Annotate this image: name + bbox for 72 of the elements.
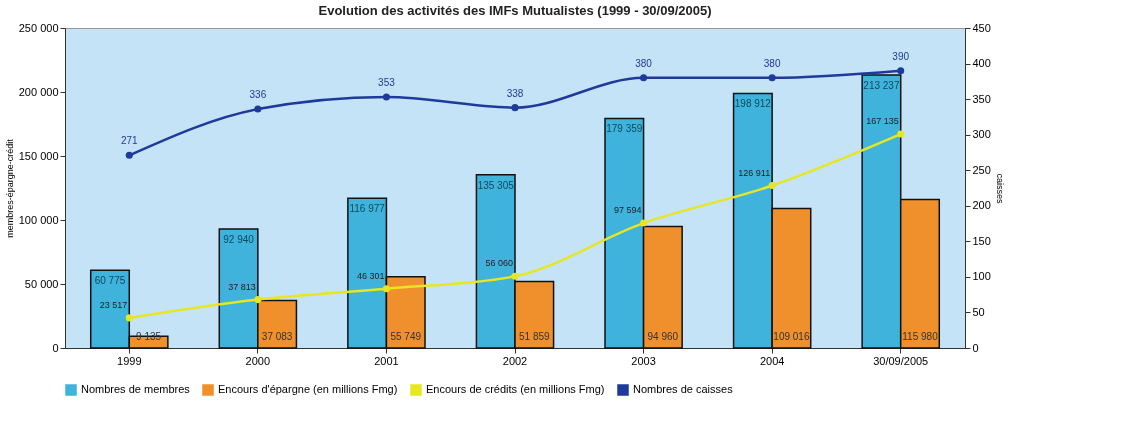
data-label: 60 775 <box>94 275 126 287</box>
y2-tick-label: 100 <box>972 270 991 283</box>
x-tick-label: 2003 <box>631 354 656 367</box>
data-label: 97 594 <box>614 205 642 216</box>
y2-tick-label: 150 <box>972 234 991 247</box>
y2-tick-label: 200 <box>972 199 991 212</box>
x-tick-label: 1999 <box>117 354 142 367</box>
data-label: 37 083 <box>261 331 293 342</box>
data-label: 198 912 <box>734 98 772 110</box>
chart-title: Evolution des activités des IMFs Mutualistes (1999 - 30/09/2005) <box>318 3 712 18</box>
data-label: 380 <box>763 57 781 69</box>
data-label: 51 859 <box>518 331 551 342</box>
y2-tick-label: 350 <box>972 92 991 105</box>
point <box>511 272 519 280</box>
y-tick-label: 150 000 <box>18 149 59 162</box>
y-tick-label: 200 000 <box>18 85 59 98</box>
point <box>382 93 390 101</box>
y2-tick-label: 250 <box>972 163 991 176</box>
point <box>254 105 262 113</box>
point <box>511 104 519 112</box>
data-label: 55 749 <box>390 331 422 342</box>
y-tick-label: 250 000 <box>18 21 59 34</box>
x-tick-label: 2001 <box>374 354 399 367</box>
legend-label: Nombres de membres <box>81 383 191 395</box>
x-tick-label: 2004 <box>759 354 785 367</box>
data-label: 353 <box>378 76 396 88</box>
y2-tick-label: 300 <box>972 128 991 141</box>
y-axis-title: membres-épargne-crédit <box>4 138 15 238</box>
data-label: 94 960 <box>647 331 679 342</box>
data-label: 56 060 <box>485 258 513 269</box>
x-tick-label: 30/09/2005 <box>873 354 929 367</box>
data-label: 37 813 <box>228 281 256 292</box>
data-label: 135 305 <box>477 179 515 191</box>
legend-label: Encours d'épargne (en millions Fmg) <box>218 383 398 395</box>
point <box>897 67 905 75</box>
point <box>125 314 133 322</box>
point <box>768 74 776 82</box>
point <box>897 130 905 138</box>
data-label: 336 <box>249 89 267 101</box>
y2-axis-title: caisses <box>994 173 1005 204</box>
point <box>382 285 390 293</box>
data-label: 380 <box>635 57 653 69</box>
y-tick-label: 100 000 <box>18 213 59 226</box>
point <box>768 182 776 190</box>
x-tick-label: 2000 <box>245 354 271 367</box>
data-label: 213 237 <box>863 80 900 92</box>
legend-label: Encours de crédits (en millions Fmg) <box>426 383 605 395</box>
legend-label: Nombres de caisses <box>633 383 734 395</box>
data-label: 46 301 <box>356 270 385 281</box>
y2-tick-label: 450 <box>972 21 991 34</box>
point <box>125 151 133 159</box>
data-label: 179 359 <box>606 123 643 135</box>
data-label: 390 <box>892 50 910 62</box>
data-label: 167 135 <box>866 116 899 127</box>
y-tick-label: 0 <box>52 341 59 354</box>
data-label: 338 <box>506 87 524 99</box>
data-label: 115 980 <box>902 331 939 342</box>
y2-tick-label: 0 <box>972 341 979 354</box>
data-label: 9 135 <box>136 331 162 342</box>
data-label: 116 977 <box>349 203 386 215</box>
point <box>640 219 648 227</box>
data-label: 92 940 <box>223 234 255 246</box>
data-label: 109 016 <box>773 331 810 342</box>
data-label: 271 <box>120 135 139 147</box>
point <box>254 296 262 304</box>
x-tick-label: 2002 <box>502 354 528 367</box>
y2-tick-label: 400 <box>972 57 991 70</box>
data-label: 126 911 <box>738 167 771 178</box>
y-tick-label: 50 000 <box>24 277 59 290</box>
data-label: 23 517 <box>99 299 128 310</box>
y2-tick-label: 50 <box>972 305 985 318</box>
point <box>640 74 648 82</box>
